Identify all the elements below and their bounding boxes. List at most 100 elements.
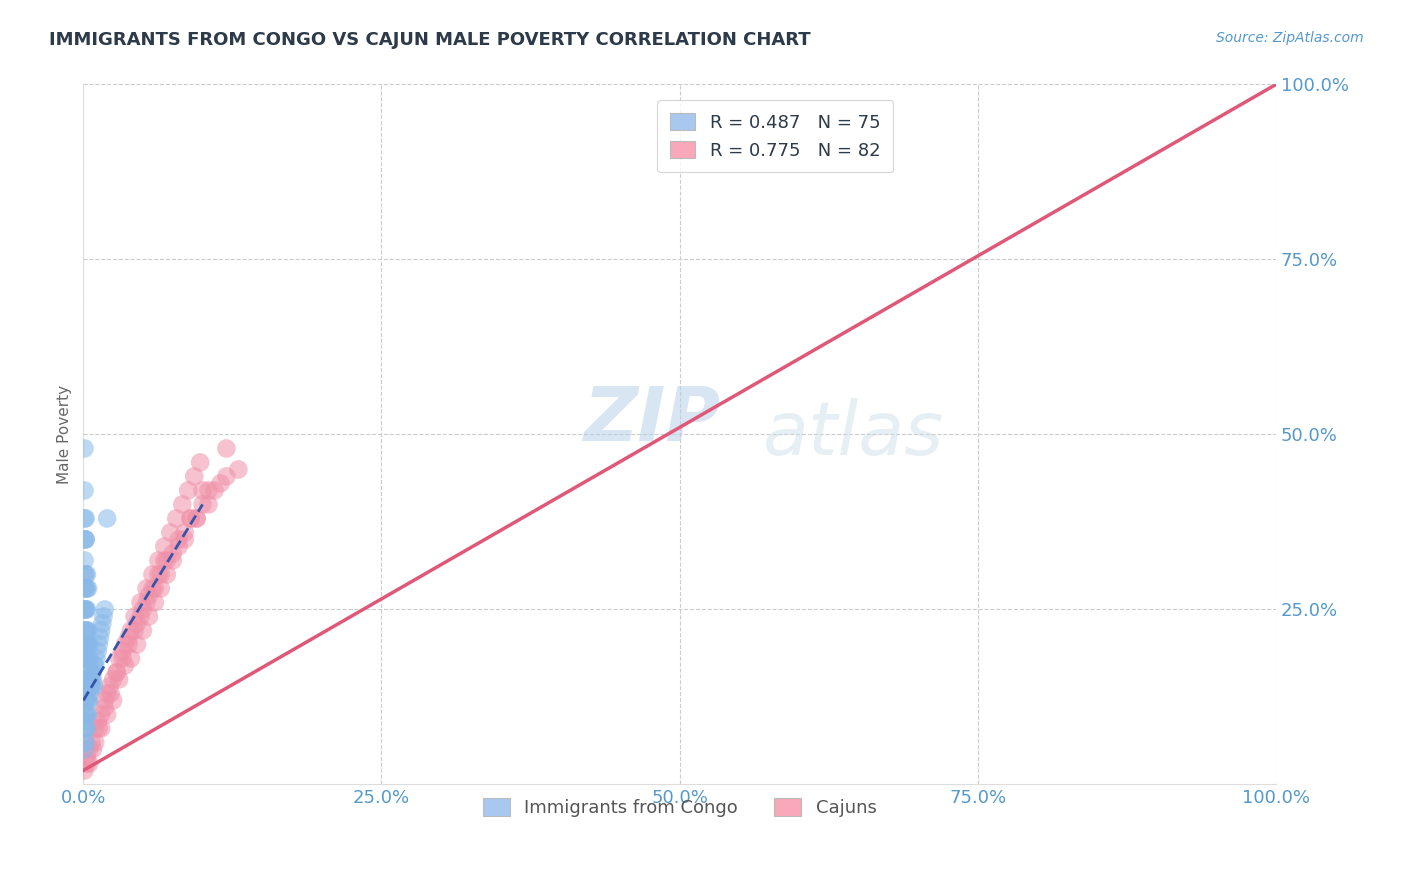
Point <box>83 680 105 694</box>
Point <box>84 735 107 749</box>
Point <box>111 644 134 658</box>
Point <box>87 637 110 651</box>
Point <box>73 714 96 729</box>
Point <box>228 462 250 476</box>
Point <box>79 665 101 680</box>
Point <box>73 693 96 707</box>
Point <box>73 553 96 567</box>
Point <box>73 707 96 722</box>
Point <box>77 624 100 638</box>
Point <box>135 595 157 609</box>
Point <box>125 637 148 651</box>
Point <box>162 546 184 560</box>
Point <box>129 595 152 609</box>
Point <box>143 582 166 596</box>
Point <box>76 637 98 651</box>
Point <box>73 673 96 687</box>
Point <box>77 742 100 756</box>
Point <box>73 533 96 547</box>
Point <box>75 673 97 687</box>
Point <box>87 722 110 736</box>
Point <box>162 553 184 567</box>
Point <box>76 673 98 687</box>
Point <box>191 483 214 498</box>
Point <box>77 686 100 700</box>
Text: ZIP: ZIP <box>585 384 721 457</box>
Point <box>77 637 100 651</box>
Point <box>82 742 104 756</box>
Point <box>73 624 96 638</box>
Point <box>86 651 108 665</box>
Point <box>80 735 103 749</box>
Point <box>173 533 195 547</box>
Point <box>75 637 97 651</box>
Point <box>101 673 124 687</box>
Point <box>105 665 128 680</box>
Point <box>75 707 97 722</box>
Point <box>76 749 98 764</box>
Point <box>80 680 103 694</box>
Point <box>77 693 100 707</box>
Text: Source: ZipAtlas.com: Source: ZipAtlas.com <box>1216 31 1364 45</box>
Point <box>91 616 114 631</box>
Point <box>77 707 100 722</box>
Point <box>75 735 97 749</box>
Point <box>197 483 219 498</box>
Point <box>108 673 131 687</box>
Point <box>186 511 208 525</box>
Point <box>73 651 96 665</box>
Point <box>167 540 190 554</box>
Point <box>98 680 121 694</box>
Point <box>75 602 97 616</box>
Point <box>138 589 160 603</box>
Point <box>93 609 115 624</box>
Point <box>177 483 200 498</box>
Point <box>215 469 238 483</box>
Point <box>73 567 96 582</box>
Point <box>125 616 148 631</box>
Point <box>117 631 139 645</box>
Point <box>82 665 104 680</box>
Point <box>96 686 118 700</box>
Point <box>89 631 111 645</box>
Point <box>159 525 181 540</box>
Point <box>77 582 100 596</box>
Point <box>141 582 163 596</box>
Point <box>86 644 108 658</box>
Point <box>73 637 96 651</box>
Point <box>117 637 139 651</box>
Point <box>80 665 103 680</box>
Point <box>75 693 97 707</box>
Point <box>75 582 97 596</box>
Point <box>73 442 96 456</box>
Point <box>148 553 170 567</box>
Point <box>77 651 100 665</box>
Point <box>83 658 105 673</box>
Point <box>149 567 172 582</box>
Point <box>73 735 96 749</box>
Point <box>143 595 166 609</box>
Point <box>183 469 205 483</box>
Point <box>77 756 100 771</box>
Point <box>77 693 100 707</box>
Point <box>191 498 214 512</box>
Point <box>94 700 117 714</box>
Point <box>73 602 96 616</box>
Point <box>73 742 96 756</box>
Point <box>124 609 146 624</box>
Point <box>108 651 131 665</box>
Point <box>101 693 124 707</box>
Point <box>77 673 100 687</box>
Point <box>96 707 118 722</box>
Point <box>180 511 202 525</box>
Point <box>114 637 136 651</box>
Point <box>124 624 146 638</box>
Point <box>94 693 117 707</box>
Point <box>153 540 176 554</box>
Point <box>76 693 98 707</box>
Text: IMMIGRANTS FROM CONGO VS CAJUN MALE POVERTY CORRELATION CHART: IMMIGRANTS FROM CONGO VS CAJUN MALE POVE… <box>49 31 811 49</box>
Point <box>76 651 98 665</box>
Point <box>167 533 190 547</box>
Point <box>120 651 142 665</box>
Point <box>73 764 96 778</box>
